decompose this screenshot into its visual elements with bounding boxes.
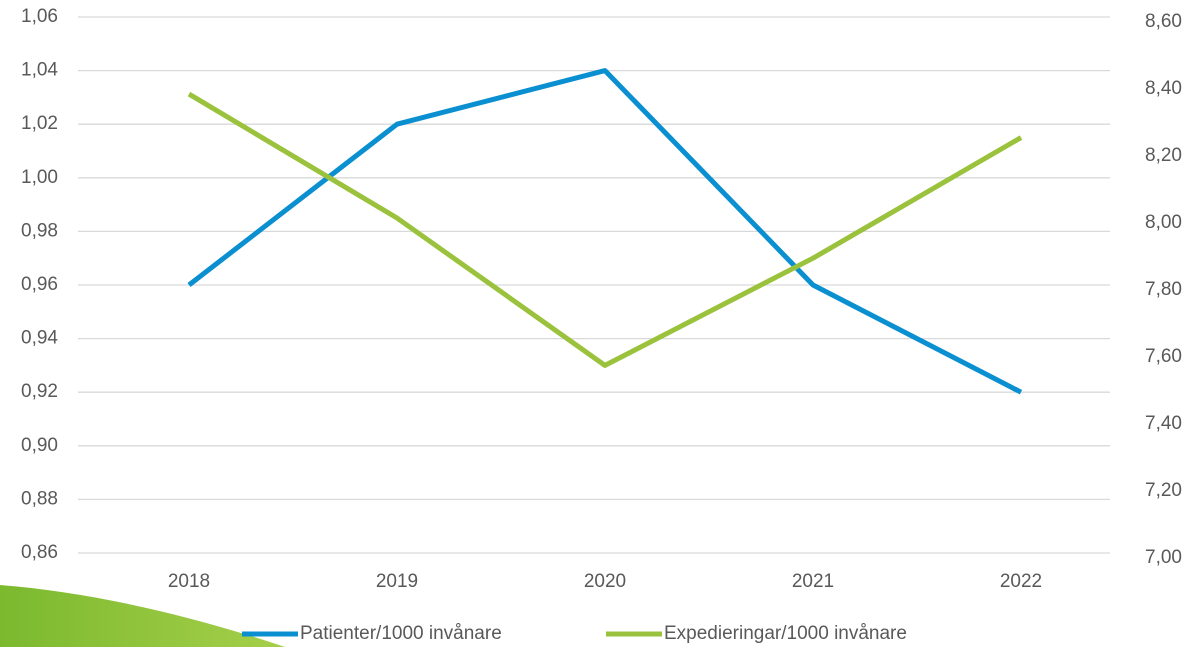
y2-tick-label: 7,80 — [1145, 279, 1182, 300]
y-tick-label: 0,94 — [21, 328, 58, 349]
y2-tick-label: 8,40 — [1145, 78, 1182, 99]
x-tick-label: 2021 — [792, 571, 834, 592]
y2-tick-label: 7,60 — [1145, 346, 1182, 367]
y-tick-label: 1,06 — [21, 6, 58, 27]
y-tick-label: 0,86 — [21, 542, 58, 563]
y2-tick-label: 7,20 — [1145, 480, 1182, 501]
y-tick-label: 0,98 — [21, 220, 58, 241]
series-line — [187, 91, 1023, 368]
x-tick-label: 2022 — [1000, 571, 1042, 592]
y-tick-label: 1,00 — [21, 167, 58, 188]
y2-tick-label: 8,60 — [1145, 11, 1182, 32]
y-tick-label: 1,04 — [21, 60, 58, 81]
y2-tick-label: 8,00 — [1145, 212, 1182, 233]
y-tick-label: 0,88 — [21, 488, 58, 509]
legend-label: Patienter/1000 invånare — [300, 623, 502, 644]
y-tick-label: 0,96 — [21, 274, 58, 295]
x-tick-label: 2020 — [584, 571, 626, 592]
y2-tick-label: 7,00 — [1145, 547, 1182, 568]
y-tick-label: 1,02 — [21, 113, 58, 134]
x-tick-label: 2018 — [168, 571, 210, 592]
y-tick-label: 0,90 — [21, 435, 58, 456]
x-tick-label: 2019 — [376, 571, 418, 592]
y2-tick-label: 8,20 — [1145, 145, 1182, 166]
y-tick-label: 0,92 — [21, 381, 58, 402]
y2-tick-label: 7,40 — [1145, 413, 1182, 434]
legend-label: Expedieringar/1000 invånare — [664, 623, 907, 644]
decor-swoosh — [0, 585, 285, 647]
